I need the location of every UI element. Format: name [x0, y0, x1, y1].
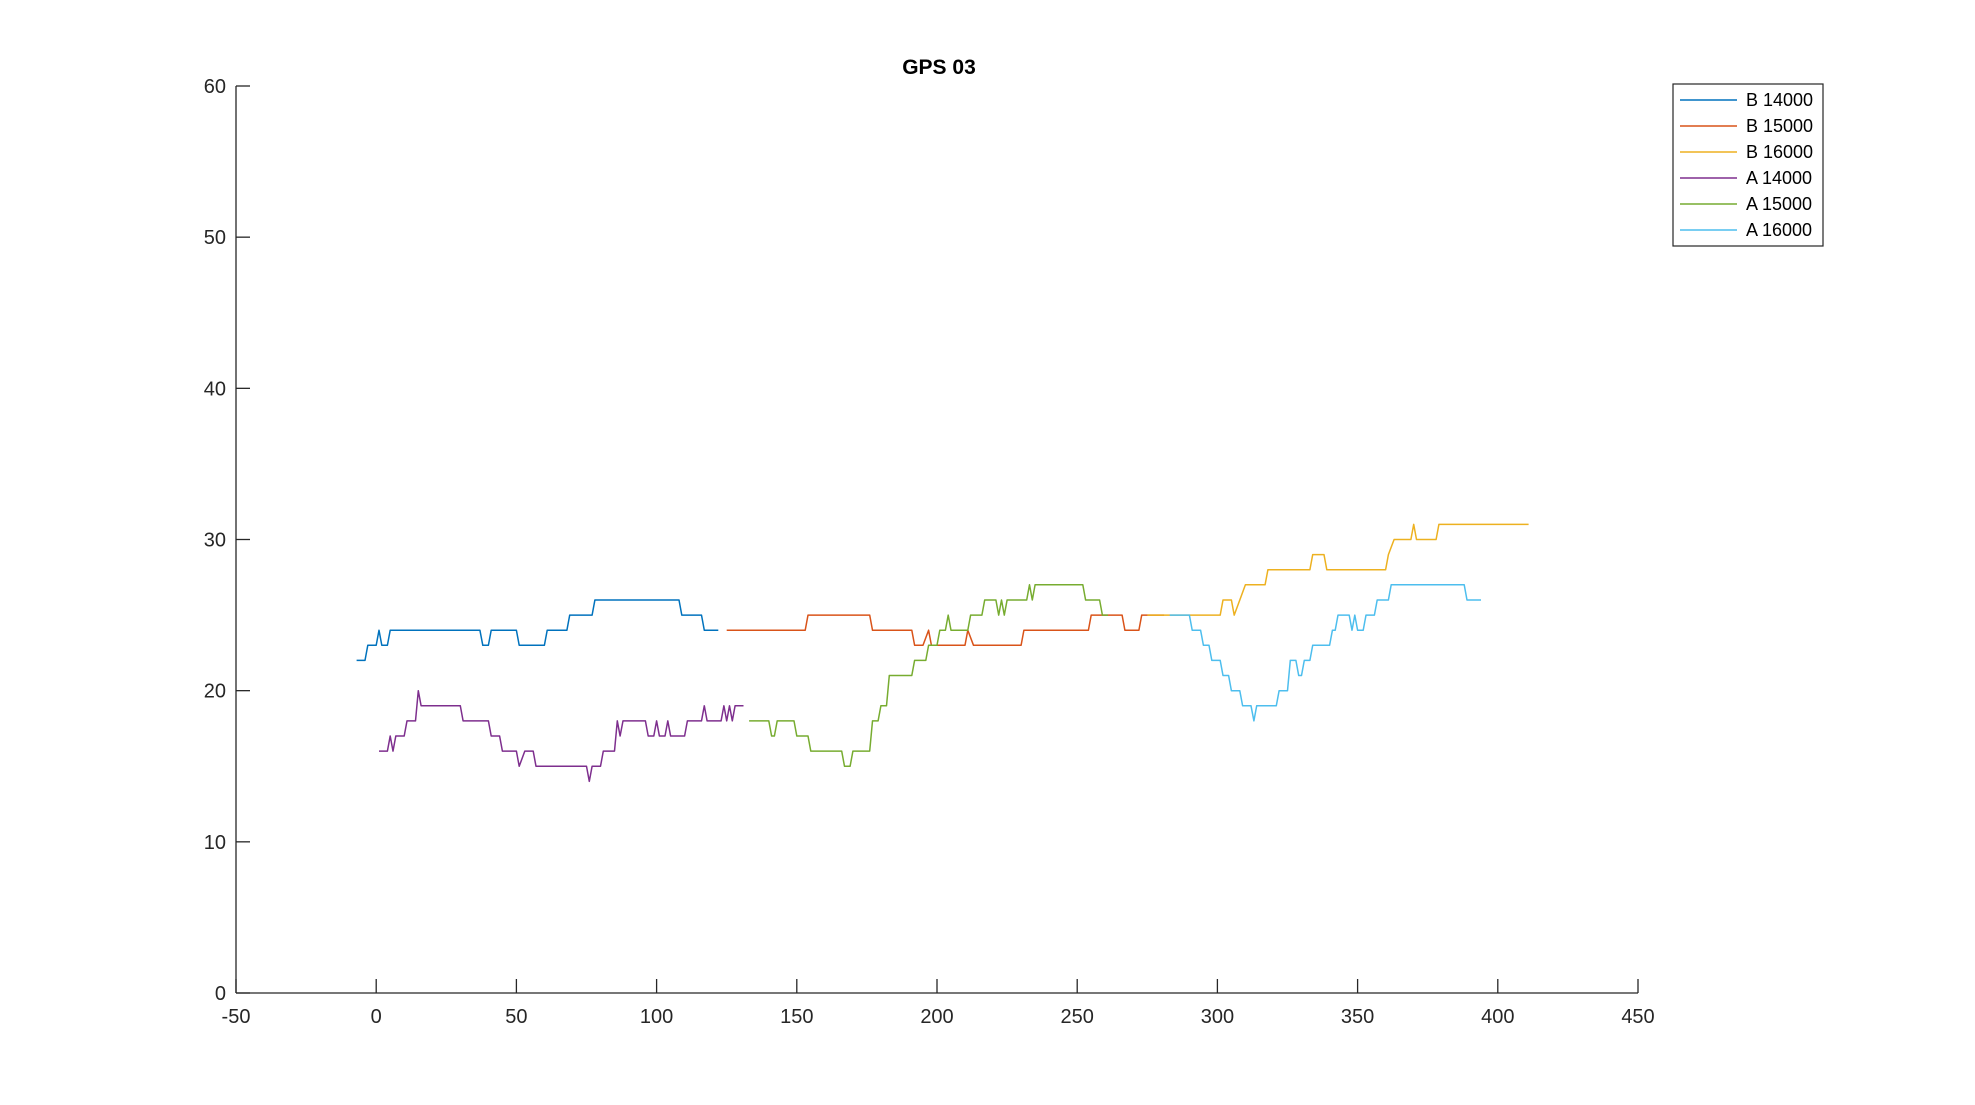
y-tick-label: 30 — [204, 530, 226, 552]
x-tick-label: 250 — [1061, 1006, 1094, 1028]
x-tick-label: 300 — [1201, 1006, 1234, 1028]
legend-label: A 15000 — [1746, 194, 1812, 214]
x-tick-label: 50 — [505, 1006, 527, 1028]
series-group — [356, 523, 1529, 783]
x-tick-label: 100 — [640, 1006, 673, 1028]
series-line-a-16000 — [1169, 584, 1481, 722]
legend: B 14000 B 15000 B 16000 A 14000 A 15000 A 160… — [1672, 83, 1824, 247]
series-line-b-15000 — [726, 614, 1165, 647]
x-tick-label: 200 — [920, 1006, 953, 1028]
chart-title: GPS 03 — [902, 56, 976, 79]
series-line-a-15000 — [749, 584, 1108, 768]
y-tick-label: 60 — [204, 76, 226, 98]
y-tick-label: 50 — [204, 227, 226, 249]
legend-box — [1672, 83, 1824, 247]
x-tick-label: 400 — [1481, 1006, 1514, 1028]
x-tick-label: 0 — [371, 1006, 382, 1028]
y-tick-label: 0 — [215, 983, 226, 1005]
x-tick-label: 450 — [1621, 1006, 1654, 1028]
legend-label: A 14000 — [1746, 168, 1812, 188]
series-line-b-16000 — [1147, 523, 1529, 616]
y-tick-label: 40 — [204, 378, 226, 400]
x-tick-label: -50 — [222, 1006, 251, 1028]
x-tick-label: 150 — [780, 1006, 813, 1028]
legend-label: A 16000 — [1746, 220, 1812, 240]
y-tick-label: 10 — [204, 832, 226, 854]
series-line-b-14000 — [356, 599, 719, 662]
axes: -50 0 50 100 150 200 250 300 350 400 4500102030405… — [204, 76, 1655, 1028]
series-line-a-14000 — [379, 689, 744, 783]
legend-label: B 14000 — [1746, 90, 1813, 110]
y-tick-label: 20 — [204, 681, 226, 703]
legend-label: B 15000 — [1746, 116, 1813, 136]
x-tick-label: 350 — [1341, 1006, 1374, 1028]
legend-label: B 16000 — [1746, 142, 1813, 162]
